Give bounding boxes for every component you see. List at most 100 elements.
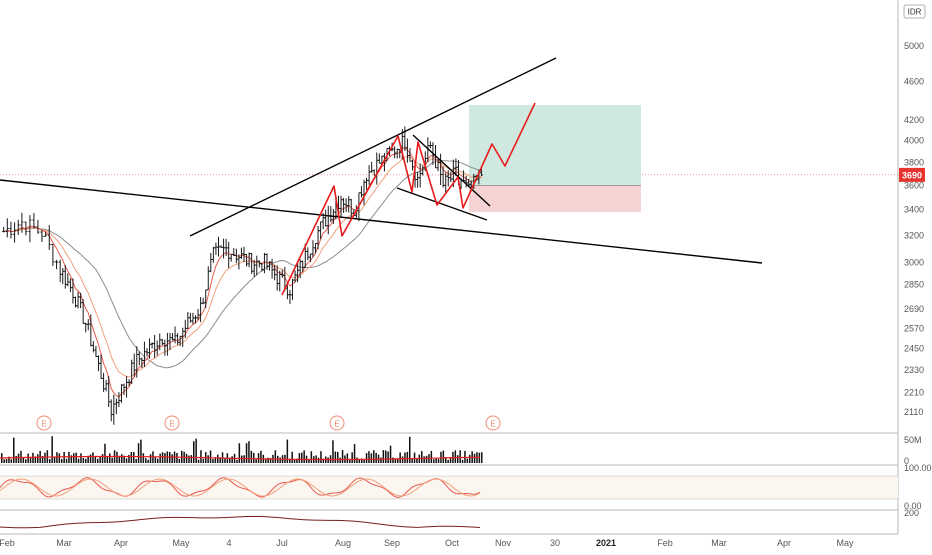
volume-bar — [260, 450, 262, 463]
candle — [36, 219, 40, 234]
last-price-tag: 3690 — [899, 167, 925, 182]
volume-bar — [22, 457, 25, 463]
candle — [47, 225, 51, 250]
volume-bar — [250, 450, 253, 463]
volume-bar — [394, 458, 397, 463]
volume-bar — [291, 451, 293, 463]
earnings-marker-label: E — [169, 420, 174, 429]
volume-bar — [353, 444, 356, 463]
volume-bar — [49, 459, 51, 463]
time-tick-label: 30 — [550, 538, 560, 548]
sma-line — [3, 159, 482, 369]
volume-bar — [303, 450, 305, 463]
volume-bar — [97, 458, 99, 463]
volume-bar — [68, 451, 70, 463]
volume-bar — [178, 459, 181, 463]
volume-bar — [73, 453, 75, 463]
volume-bar — [106, 456, 109, 463]
time-tick-label: Mar — [56, 538, 72, 548]
volume-bar — [442, 450, 445, 463]
wedge-lower-trendline[interactable] — [396, 187, 488, 221]
trendlines[interactable] — [0, 57, 763, 264]
volume-bar — [255, 459, 257, 463]
volume-bar — [361, 458, 363, 463]
stoch-band — [0, 476, 898, 499]
volume-bar — [17, 453, 20, 463]
volume-bar — [286, 439, 289, 463]
time-tick-label: 2021 — [596, 538, 616, 548]
volume-bar — [125, 458, 128, 463]
volume-bar — [368, 451, 370, 463]
candle — [16, 219, 20, 235]
volume-bar — [154, 457, 157, 463]
volume-bar — [101, 454, 104, 463]
earnings-marker-circle — [36, 415, 52, 431]
volume-bar — [80, 453, 82, 463]
volume-bar — [70, 455, 73, 463]
candle — [5, 218, 9, 238]
last-price-tag-box — [899, 167, 925, 182]
volume-bar — [190, 455, 193, 463]
volume-bar — [416, 458, 418, 463]
volume-bar — [454, 450, 457, 463]
volume-bar — [370, 453, 373, 463]
volume-bar — [137, 443, 140, 463]
volume-bar — [145, 458, 147, 463]
loss-zone[interactable] — [469, 185, 641, 213]
volume-bar — [87, 455, 89, 463]
earnings-marker[interactable]: E — [36, 415, 52, 431]
candle — [9, 221, 13, 239]
price-tick-label: 3600 — [904, 180, 924, 190]
pattern-zigzag[interactable] — [281, 102, 536, 296]
bottom-indicator-pane — [0, 515, 481, 529]
volume-bar — [409, 436, 411, 463]
price-axis[interactable]: 5000 4600 4200 4000 3800 3600 3400 3200 3000 2850… — [899, 4, 932, 518]
currency-badge-label: IDR — [908, 8, 922, 17]
earnings-marker[interactable]: E — [329, 415, 345, 431]
volume-bar — [298, 453, 301, 463]
volume-bar — [257, 453, 260, 463]
volume-bar — [75, 452, 77, 463]
price-tick-label: 2330 — [904, 365, 924, 375]
volume-bar — [202, 458, 205, 463]
volume-bar — [5, 459, 8, 463]
support-trendline[interactable] — [0, 179, 763, 264]
volume-bar — [8, 456, 10, 463]
candle — [2, 226, 6, 233]
volume-bar — [238, 443, 241, 463]
time-axis[interactable]: Feb Mar Apr May 4 Jul Aug Sep Oct Nov 30 2021 Feb Mar… — [0, 538, 854, 548]
volume-bar — [404, 452, 406, 463]
volume-bar — [77, 458, 80, 463]
time-tick-label: Sep — [384, 538, 400, 548]
zigzag-pattern-line[interactable] — [281, 102, 536, 296]
price-tick-label: 4200 — [904, 115, 924, 125]
volume-bar — [236, 459, 238, 463]
candle — [51, 243, 55, 266]
earnings-marker[interactable]: E — [485, 415, 501, 431]
volume-bar — [171, 454, 173, 463]
earnings-marker[interactable]: E — [164, 415, 180, 431]
currency-badge[interactable]: IDR — [903, 4, 926, 19]
volume-bar — [351, 452, 353, 463]
volume-bar — [296, 458, 298, 463]
volume-bar — [164, 453, 166, 463]
time-tick-label: May — [836, 538, 854, 548]
wedge-upper-trendline[interactable] — [412, 134, 491, 207]
volume-bar — [478, 452, 481, 463]
trade-zones[interactable] — [469, 105, 641, 213]
stoch-k-line — [0, 477, 481, 498]
volume-bar — [13, 437, 15, 463]
volume-bar — [269, 458, 272, 463]
price-tick-label: 3000 — [904, 258, 924, 268]
volume-bar — [15, 455, 17, 463]
volume-bar — [473, 453, 476, 463]
profit-zone[interactable] — [469, 105, 641, 186]
volume-bar — [346, 453, 349, 463]
channel-upper-trendline[interactable] — [189, 57, 557, 237]
volume-bar — [365, 453, 368, 463]
volume-bar — [231, 456, 233, 463]
